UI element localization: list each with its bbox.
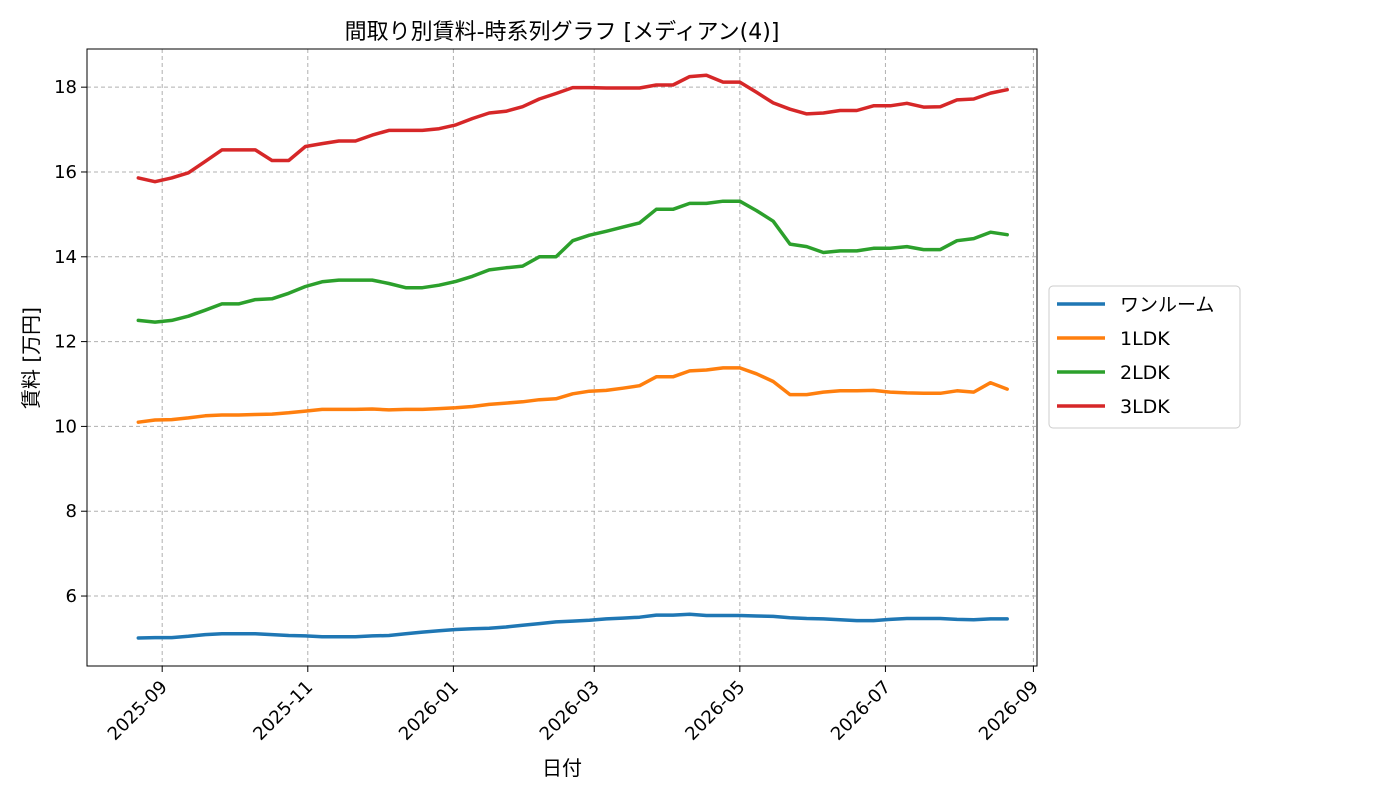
x-tick-label: 2026-09 xyxy=(975,677,1043,745)
x-axis-label: 日付 xyxy=(542,756,582,780)
y-axis-label: 賃料 [万円] xyxy=(19,307,43,409)
x-axis: 2025-09 2025-11 2026-01 2026-03 2026-05 2026-… xyxy=(104,666,1043,745)
series-lines xyxy=(136,73,1009,640)
legend: ワンルーム 1LDK 2LDK 3LDK xyxy=(1048,285,1241,429)
plot-frame xyxy=(86,48,1038,667)
x-tick-label: 2026-03 xyxy=(536,677,604,745)
y-tick-label: 8 xyxy=(66,501,77,522)
y-axis: 6 8 10 12 14 16 18 xyxy=(54,77,87,607)
x-tick-label: 2026-07 xyxy=(827,677,895,745)
legend-label-3: 3LDK xyxy=(1120,396,1170,418)
plot-area xyxy=(87,49,1037,666)
y-tick-label: 12 xyxy=(54,332,77,353)
legend-box xyxy=(1048,285,1241,429)
series-line-2 xyxy=(136,199,1009,324)
x-tick-label: 2025-11 xyxy=(249,677,317,745)
legend-label-0: ワンルーム xyxy=(1120,294,1214,316)
y-tick-label: 16 xyxy=(54,162,77,183)
legend-label-1: 1LDK xyxy=(1120,328,1170,350)
x-tick-label: 2026-05 xyxy=(681,677,749,745)
series-line-1 xyxy=(136,366,1009,424)
y-tick-label: 14 xyxy=(54,247,77,268)
x-tick-label: 2026-01 xyxy=(395,677,463,745)
chart-title: 間取り別賃料-時系列グラフ [メディアン(4)] xyxy=(345,20,780,45)
y-tick-label: 6 xyxy=(66,586,77,607)
grid xyxy=(87,49,1037,666)
legend-label-2: 2LDK xyxy=(1120,362,1170,384)
series-line-0 xyxy=(136,612,1009,640)
series-line-3 xyxy=(136,73,1009,184)
x-tick-label: 2025-09 xyxy=(104,677,172,745)
y-tick-label: 18 xyxy=(54,77,77,98)
y-tick-label: 10 xyxy=(54,416,77,437)
